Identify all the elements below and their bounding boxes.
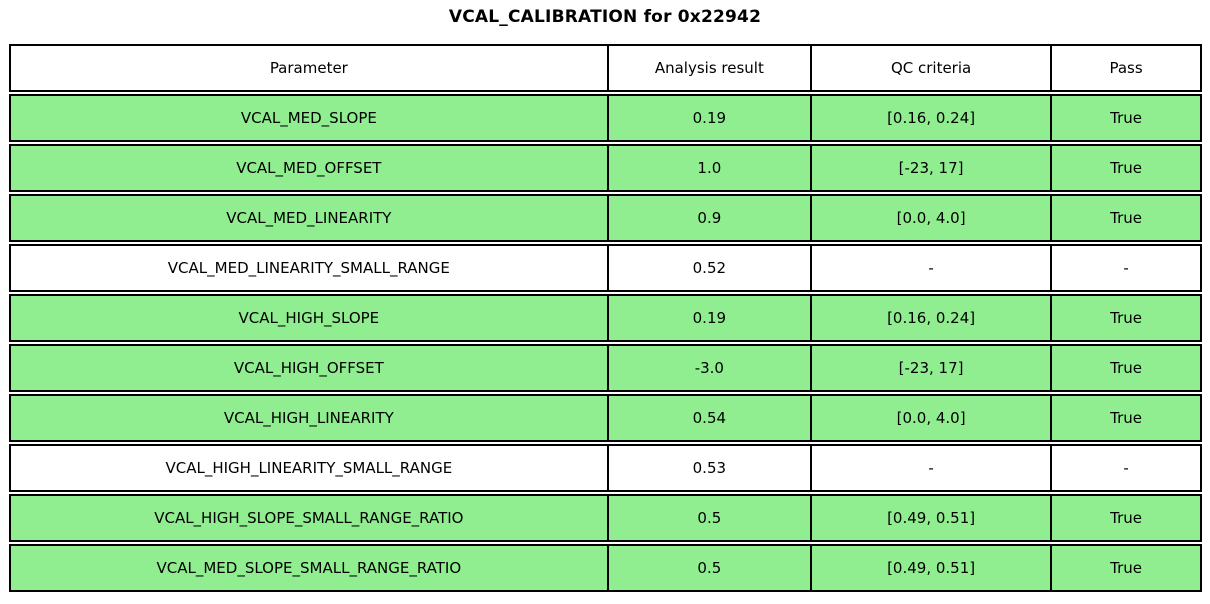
table-row: VCAL_MED_SLOPE 0.19 [0.16, 0.24] True [9, 94, 1202, 142]
cell-analysis-result: 0.9 [606, 196, 810, 240]
cell-pass: True [1050, 396, 1200, 440]
column-header-analysis-result: Analysis result [606, 46, 810, 90]
cell-pass: True [1050, 146, 1200, 190]
cell-qc-criteria: [0.49, 0.51] [810, 496, 1050, 540]
cell-pass: True [1050, 96, 1200, 140]
column-header-parameter: Parameter [269, 59, 348, 77]
table-row: VCAL_MED_LINEARITY_SMALL_RANGE 0.52- - [9, 244, 1202, 292]
table-row: VCAL_MED_SLOPE_SMALL_RANGE_RATIO 0.5 [0.49… [9, 544, 1202, 592]
cell-parameter: VCAL_MED_OFFSET [236, 159, 382, 177]
cell-qc-criteria: [0.16, 0.24] [810, 296, 1050, 340]
cell-parameter: VCAL_MED_SLOPE_SMALL_RANGE_RATIO [156, 559, 462, 577]
cell-analysis-result: 0.52 [606, 246, 810, 290]
column-header-qc-criteria: QC criteria [810, 46, 1050, 90]
cell-analysis-result: 0.5 [606, 496, 810, 540]
cell-qc-criteria: [-23, 17] [810, 146, 1050, 190]
cell-pass: True [1050, 496, 1200, 540]
cell-analysis-result: 0.19 [606, 296, 810, 340]
cell-pass: - [1050, 246, 1200, 290]
cell-parameter: VCAL_MED_SLOPE [240, 109, 377, 127]
cell-pass: True [1050, 296, 1200, 340]
cell-qc-criteria: - [810, 446, 1050, 490]
table-row: VCAL_HIGH_LINEARITY 0.54 [0.0, 4.0] True [9, 394, 1202, 442]
cell-qc-criteria: [0.16, 0.24] [810, 96, 1050, 140]
cell-parameter: VCAL_MED_LINEARITY [226, 209, 392, 227]
table-row: VCAL_HIGH_LINEARITY_SMALL_RANGE 0.53- - [9, 444, 1202, 492]
table-body: VCAL_MED_SLOPE 0.19 [0.16, 0.24] True VCAL_M… [9, 94, 1202, 592]
cell-pass: - [1050, 446, 1200, 490]
cell-qc-criteria: [0.49, 0.51] [810, 546, 1050, 590]
table-row: VCAL_MED_OFFSET 1.0 [-23, 17] True [9, 144, 1202, 192]
table-row: VCAL_MED_LINEARITY 0.9 [0.0, 4.0] True [9, 194, 1202, 242]
table-header-row: Parameter Analysis result QC criteria Pa… [9, 44, 1202, 92]
cell-analysis-result: 0.54 [606, 396, 810, 440]
page-title: VCAL_CALIBRATION for 0x22942 [448, 7, 762, 27]
cell-analysis-result: 0.53 [606, 446, 810, 490]
cell-parameter: VCAL_HIGH_OFFSET [233, 359, 384, 377]
cell-analysis-result: -3.0 [606, 346, 810, 390]
cell-pass: True [1050, 546, 1200, 590]
cell-analysis-result: 1.0 [606, 146, 810, 190]
cell-parameter: VCAL_HIGH_LINEARITY [223, 409, 394, 427]
cell-qc-criteria: [-23, 17] [810, 346, 1050, 390]
calibration-table: Parameter Analysis result QC criteria Pa… [9, 44, 1202, 594]
cell-parameter: VCAL_MED_LINEARITY_SMALL_RANGE [167, 259, 450, 277]
cell-qc-criteria: [0.0, 4.0] [810, 196, 1050, 240]
cell-parameter: VCAL_HIGH_SLOPE_SMALL_RANGE_RATIO [154, 509, 464, 527]
cell-parameter: VCAL_HIGH_SLOPE [238, 309, 380, 327]
cell-pass: True [1050, 196, 1200, 240]
table-row: VCAL_HIGH_SLOPE_SMALL_RANGE_RATIO 0.5 [0.4… [9, 494, 1202, 542]
cell-qc-criteria: - [810, 246, 1050, 290]
column-header-pass: Pass [1050, 46, 1200, 90]
table-row: VCAL_HIGH_OFFSET -3.0 [-23, 17] True [9, 344, 1202, 392]
cell-analysis-result: 0.19 [606, 96, 810, 140]
cell-qc-criteria: [0.0, 4.0] [810, 396, 1050, 440]
cell-pass: True [1050, 346, 1200, 390]
table-row: VCAL_HIGH_SLOPE 0.19 [0.16, 0.24] True [9, 294, 1202, 342]
cell-analysis-result: 0.5 [606, 546, 810, 590]
cell-parameter: VCAL_HIGH_LINEARITY_SMALL_RANGE [165, 459, 453, 477]
